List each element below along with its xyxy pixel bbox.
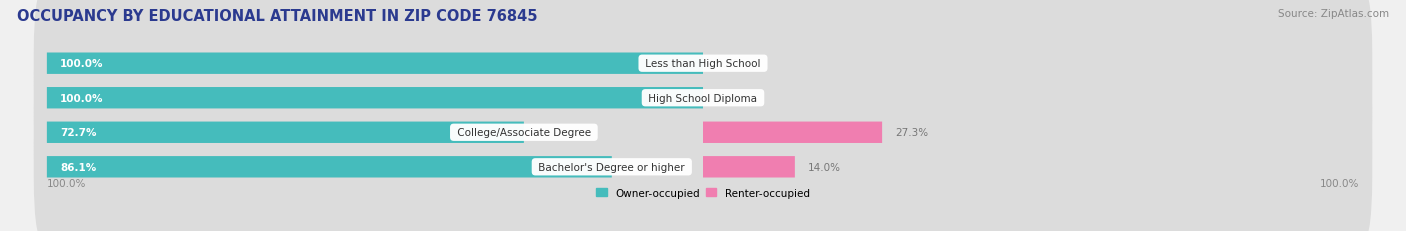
Legend: Owner-occupied, Renter-occupied: Owner-occupied, Renter-occupied [592, 184, 814, 202]
Text: 100.0%: 100.0% [60, 59, 104, 69]
FancyBboxPatch shape [46, 122, 524, 143]
Text: High School Diploma: High School Diploma [645, 93, 761, 103]
Text: 14.0%: 14.0% [808, 162, 841, 172]
FancyBboxPatch shape [34, 53, 1372, 212]
FancyBboxPatch shape [46, 156, 612, 178]
Text: College/Associate Degree: College/Associate Degree [454, 128, 595, 138]
FancyBboxPatch shape [34, 88, 1372, 231]
Text: 72.7%: 72.7% [60, 128, 97, 138]
Text: 0.0%: 0.0% [716, 93, 742, 103]
Text: OCCUPANCY BY EDUCATIONAL ATTAINMENT IN ZIP CODE 76845: OCCUPANCY BY EDUCATIONAL ATTAINMENT IN Z… [17, 9, 537, 24]
Text: 100.0%: 100.0% [1320, 178, 1360, 188]
FancyBboxPatch shape [703, 122, 882, 143]
Text: Source: ZipAtlas.com: Source: ZipAtlas.com [1278, 9, 1389, 19]
Text: 100.0%: 100.0% [60, 93, 104, 103]
Text: 27.3%: 27.3% [896, 128, 928, 138]
Text: Bachelor's Degree or higher: Bachelor's Degree or higher [536, 162, 688, 172]
FancyBboxPatch shape [703, 156, 794, 178]
Text: 86.1%: 86.1% [60, 162, 96, 172]
FancyBboxPatch shape [34, 0, 1372, 143]
FancyBboxPatch shape [46, 53, 703, 75]
Text: 0.0%: 0.0% [716, 59, 742, 69]
FancyBboxPatch shape [46, 88, 703, 109]
Text: 100.0%: 100.0% [46, 178, 86, 188]
FancyBboxPatch shape [34, 19, 1372, 178]
Text: Less than High School: Less than High School [643, 59, 763, 69]
